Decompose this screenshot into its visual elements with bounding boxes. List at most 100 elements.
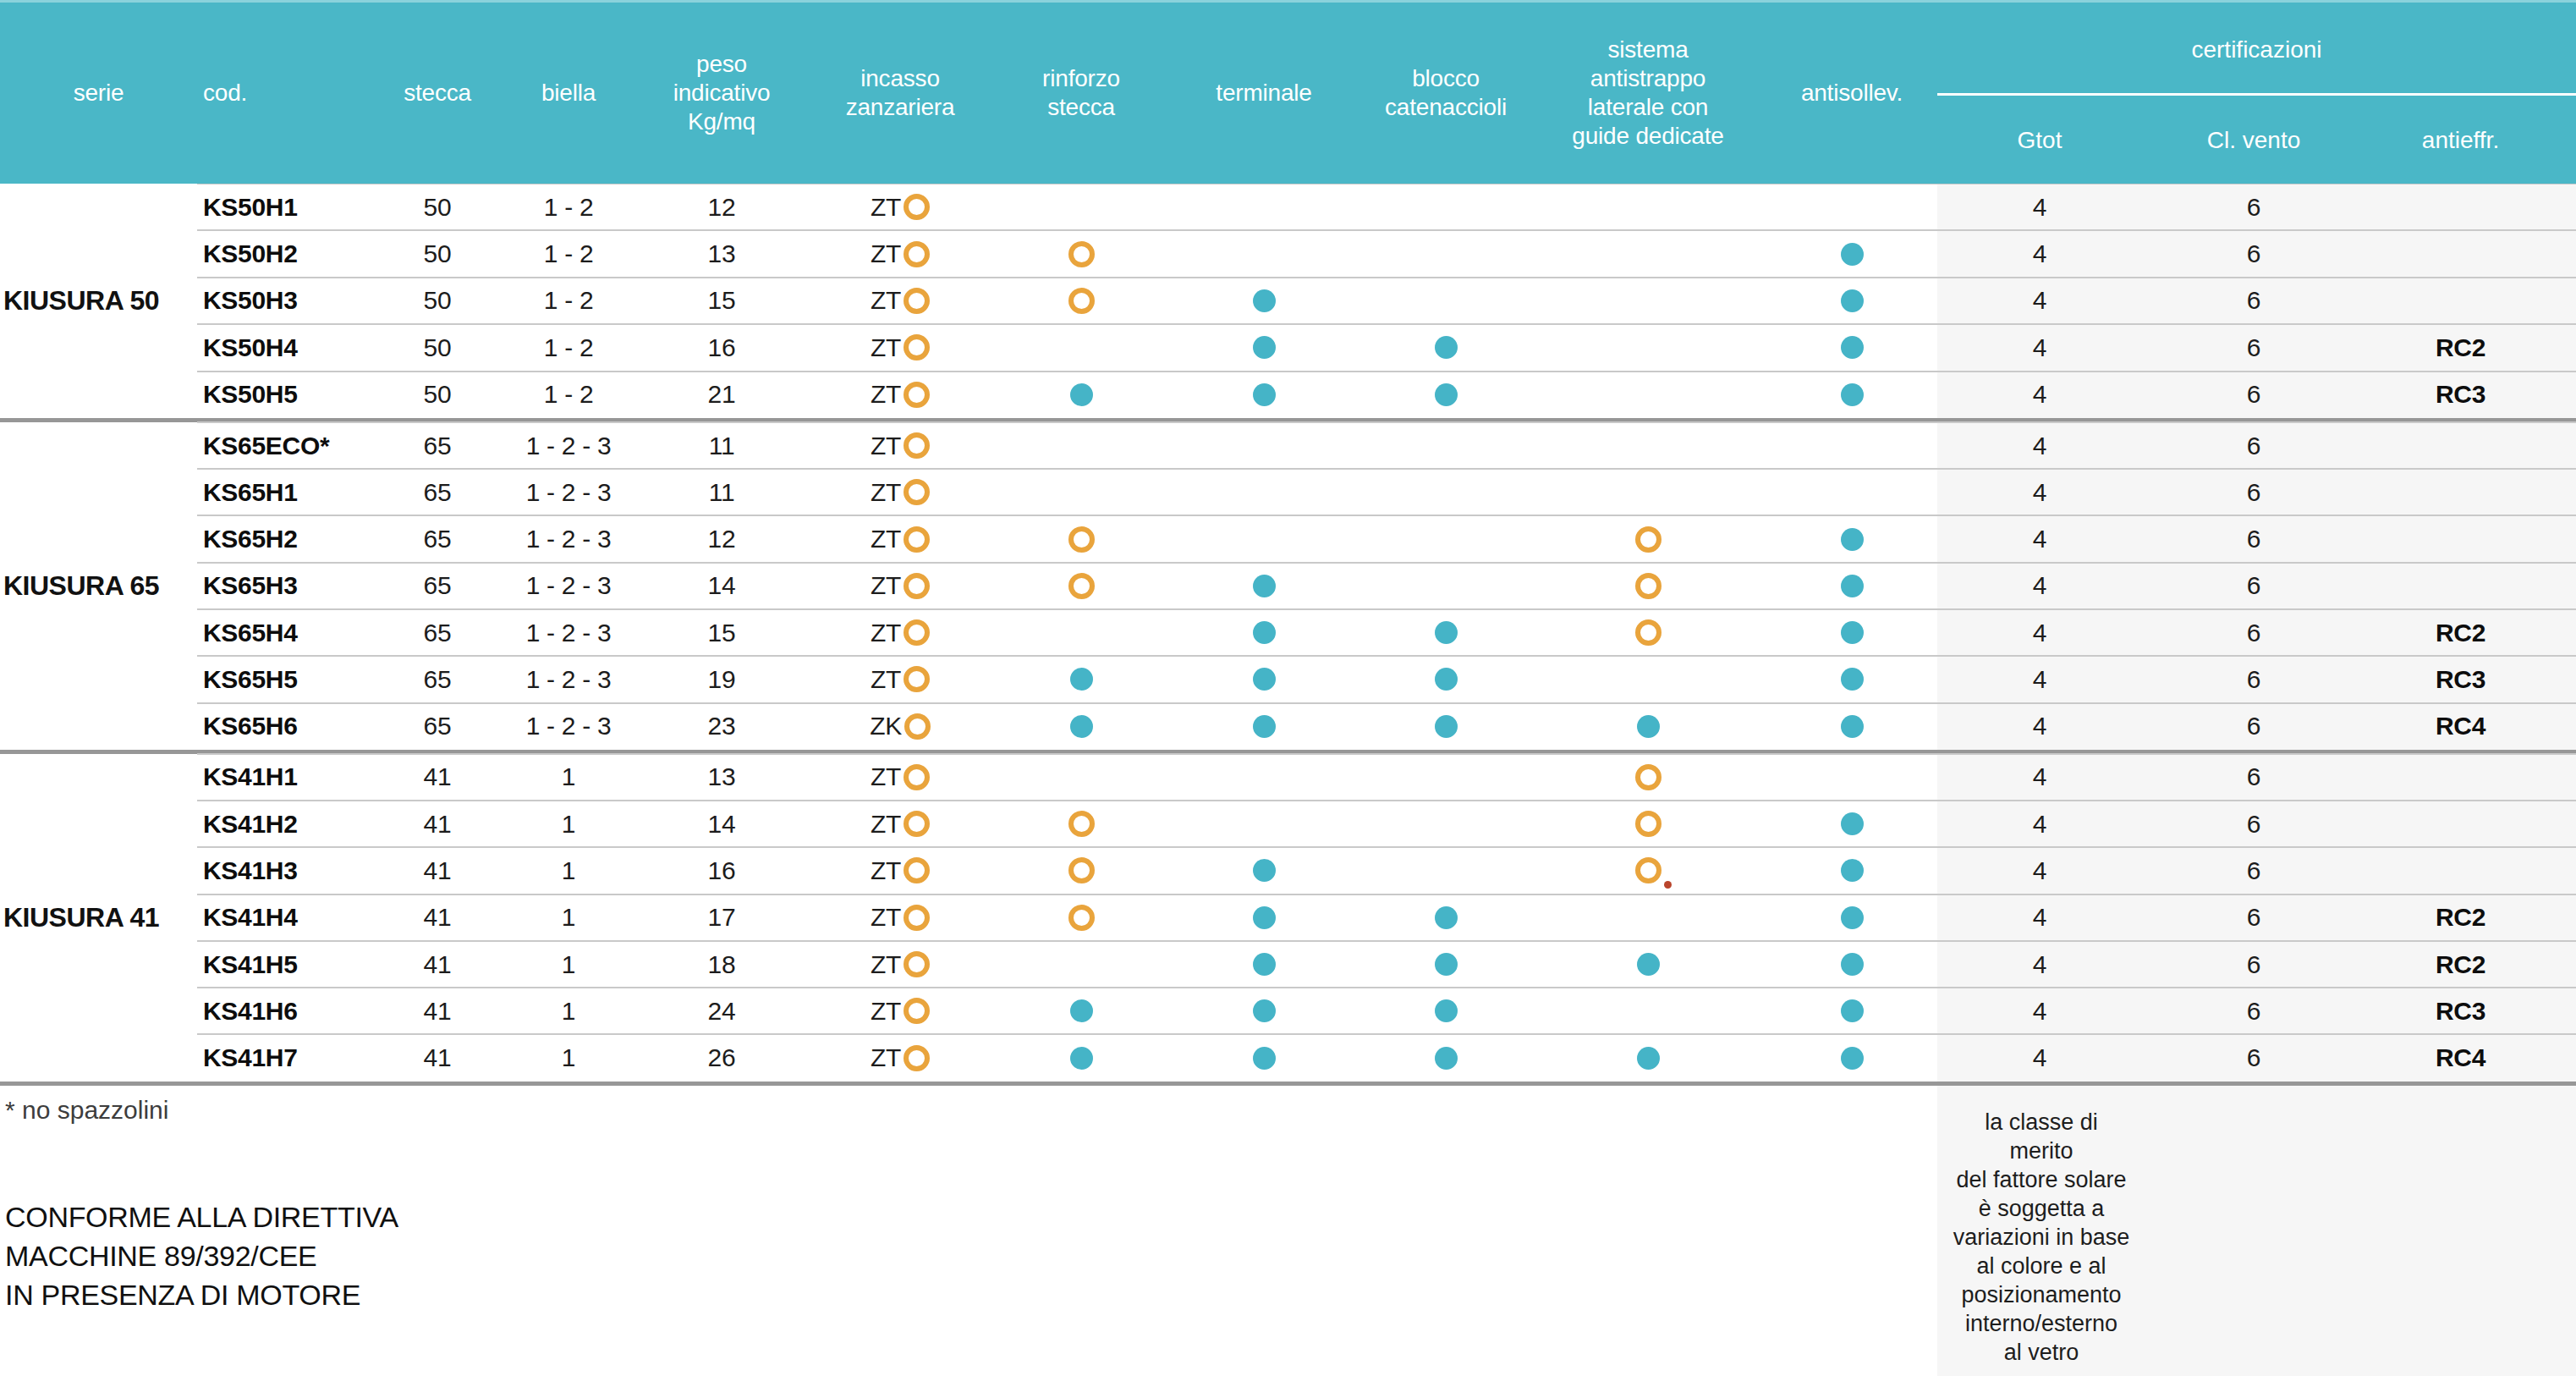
column-header-antistrappo: sistema antistrappo laterale con guide d…: [1509, 3, 1787, 184]
cell-antieffr: RC2: [2345, 619, 2576, 647]
cell-antieffr: RC3: [2345, 997, 2576, 1026]
cell-gtot: 4: [1917, 1043, 2162, 1072]
cell-antisollev: [1787, 859, 1917, 882]
cell-peso: 17: [660, 903, 783, 932]
cell-blocco: [1382, 668, 1509, 691]
optional-ring-icon: [904, 382, 930, 408]
cell-stecca: 41: [398, 1043, 477, 1072]
feature-dot-icon: [1841, 953, 1864, 976]
cell-biella: 1: [477, 1043, 660, 1072]
cell-antisollev: [1787, 668, 1917, 691]
cell-incasso: ZT: [783, 432, 1017, 460]
column-header-cod: cod.: [197, 3, 398, 184]
table-row: KS65H3651 - 2 - 314ZT46: [0, 563, 2576, 609]
cell-blocco: [1382, 999, 1509, 1022]
optional-ring-icon: [1635, 764, 1661, 790]
incasso-code-text: ZT: [871, 619, 901, 647]
cell-incasso: ZT: [783, 950, 1017, 979]
table-row: KS65H4651 - 2 - 315ZT46RC2: [0, 609, 2576, 656]
incasso-code-text: ZK: [870, 712, 902, 740]
cell-stecca: 65: [398, 712, 477, 740]
optional-ring-icon: [904, 573, 930, 599]
cell-gtot: 4: [1917, 903, 2162, 932]
optional-ring-icon: [904, 619, 930, 646]
cell-peso: 18: [660, 950, 783, 979]
table-row: KS65H1651 - 2 - 311ZT46: [0, 469, 2576, 515]
cell-antisollev: [1787, 243, 1917, 266]
cell-cl-vento: 6: [2162, 571, 2345, 600]
cell-incasso: ZT: [783, 762, 1017, 791]
optional-ring-icon: [1068, 573, 1095, 599]
incasso-code: ZT: [871, 665, 930, 694]
cell-biella: 1: [477, 950, 660, 979]
cell-stecca: 50: [398, 333, 477, 362]
cell-stecca: 41: [398, 856, 477, 885]
cell-gtot: 4: [1917, 810, 2162, 839]
cell-antieffr: RC2: [2345, 333, 2576, 362]
column-header-incasso: incasso zanzariera: [783, 3, 1017, 184]
cell-cl-vento: 6: [2162, 665, 2345, 694]
incasso-code-text: ZT: [871, 810, 901, 839]
cell-rinforzo: [1017, 905, 1145, 931]
cell-antistrappo: [1509, 619, 1787, 646]
column-header-cl-vento: Cl. vento: [2162, 127, 2345, 154]
column-header-antieffr: antieffr.: [2345, 127, 2576, 154]
optional-ring-icon: [904, 479, 930, 505]
cell-biella: 1 - 2 - 3: [477, 571, 660, 600]
cell-antisollev: [1787, 621, 1917, 644]
cell-cod: KS65H4: [197, 619, 398, 647]
cell-rinforzo: [1017, 715, 1145, 738]
feature-dot-icon: [1435, 336, 1458, 359]
optional-ring-icon: [904, 194, 930, 220]
cell-peso: 11: [660, 478, 783, 507]
incasso-code-text: ZT: [871, 571, 901, 600]
feature-dot-icon: [1637, 1047, 1660, 1070]
cell-antistrappo: [1509, 857, 1787, 883]
cell-biella: 1: [477, 810, 660, 839]
cell-rinforzo: [1017, 999, 1145, 1022]
feature-dot-icon: [1435, 668, 1458, 691]
cell-peso: 24: [660, 997, 783, 1026]
cell-biella: 1 - 2 - 3: [477, 478, 660, 507]
column-group-certificazioni: certificazioni Gtot Cl. vento antieffr.: [1917, 3, 2576, 184]
incasso-code-text: ZT: [871, 380, 901, 409]
cell-biella: 1 - 2: [477, 286, 660, 315]
cell-antisollev: [1787, 528, 1917, 551]
cell-cl-vento: 6: [2162, 380, 2345, 409]
cell-antisollev: [1787, 1047, 1917, 1070]
cell-cl-vento: 6: [2162, 903, 2345, 932]
cell-cod: KS41H7: [197, 1043, 398, 1072]
incasso-code-text: ZT: [871, 478, 901, 507]
cell-cod: KS65H2: [197, 525, 398, 553]
feature-dot-icon: [1253, 289, 1276, 312]
incasso-code-text: ZT: [871, 333, 901, 362]
cell-blocco: [1382, 906, 1509, 929]
cell-stecca: 41: [398, 903, 477, 932]
cell-rinforzo: [1017, 857, 1145, 883]
cell-cod: KS41H2: [197, 810, 398, 839]
cell-cl-vento: 6: [2162, 432, 2345, 460]
cell-peso: 16: [660, 333, 783, 362]
column-header-antisollev: antisollev.: [1787, 3, 1917, 184]
optional-ring-icon: [904, 713, 931, 740]
incasso-code: ZT: [871, 380, 930, 409]
table-header: serie cod. stecca biella peso indicativo…: [0, 0, 2576, 184]
feature-dot-icon: [1435, 999, 1458, 1022]
cell-cod: KS65H3: [197, 571, 398, 600]
cell-stecca: 50: [398, 286, 477, 315]
column-header-gtot: Gtot: [1917, 127, 2162, 154]
incasso-code: ZT: [871, 571, 930, 600]
cell-stecca: 65: [398, 432, 477, 460]
column-header-serie: serie: [0, 3, 197, 184]
cell-rinforzo: [1017, 241, 1145, 267]
cell-peso: 23: [660, 712, 783, 740]
optional-ring-icon: [904, 764, 930, 790]
incasso-code: ZT: [871, 950, 930, 979]
cell-cl-vento: 6: [2162, 619, 2345, 647]
cell-incasso: ZT: [783, 903, 1017, 932]
feature-dot-icon: [1841, 383, 1864, 406]
cell-antieffr: RC3: [2345, 380, 2576, 409]
cell-terminale: [1145, 859, 1382, 882]
cell-blocco: [1382, 336, 1509, 359]
cell-peso: 15: [660, 619, 783, 647]
